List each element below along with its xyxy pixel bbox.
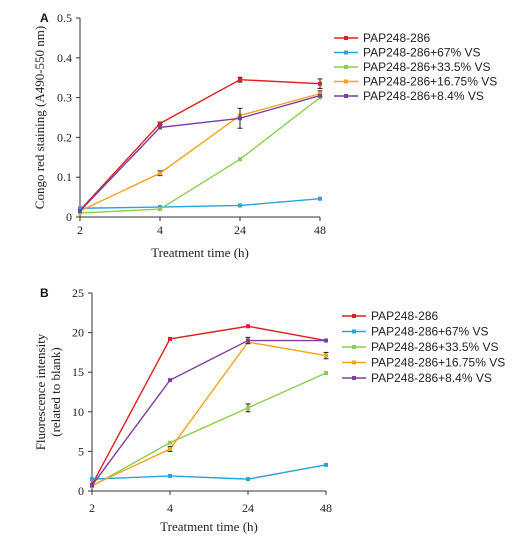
data-point — [324, 338, 328, 343]
legend-marker — [344, 50, 348, 55]
y-tick-label: 25 — [72, 286, 84, 300]
data-point — [324, 353, 328, 358]
panel-label: A — [40, 11, 49, 25]
data-point — [318, 93, 322, 98]
x-tick-label: 24 — [242, 501, 254, 515]
data-point — [158, 125, 162, 130]
legend-marker — [344, 36, 348, 40]
series-line — [79, 97, 321, 214]
data-point — [246, 477, 250, 482]
legend-label: PAP248-286+16.75% VS — [363, 75, 497, 89]
data-point — [90, 477, 94, 482]
y-tick-label: 0.5 — [57, 11, 72, 25]
legend-marker — [352, 345, 356, 349]
y-tick-label: 10 — [72, 405, 84, 419]
legend-label: PAP248-286+33.5% VS — [371, 340, 499, 354]
x-axis-title: Treatment time (h) — [160, 519, 258, 534]
series-line — [91, 339, 326, 486]
x-tick-label: 4 — [167, 501, 173, 515]
series-4: PAP248-286+8.4% VS — [78, 89, 484, 214]
series-line — [79, 78, 321, 211]
legend-marker — [344, 94, 348, 98]
data-point — [168, 336, 172, 341]
series-line — [79, 92, 321, 212]
data-point — [246, 405, 250, 410]
data-point — [238, 203, 242, 208]
data-point — [168, 378, 172, 383]
data-point — [318, 81, 322, 86]
x-axis-title: Treatment time (h) — [151, 245, 249, 260]
legend-label: PAP248-286+8.4% VS — [363, 89, 484, 103]
series-0: PAP248-286 — [90, 309, 438, 487]
x-tick-label: 24 — [234, 223, 246, 237]
series-1: PAP248-286+67% VS — [78, 46, 481, 211]
data-point — [238, 116, 242, 121]
data-point — [158, 121, 162, 126]
legend-marker — [352, 360, 356, 365]
y-tick-label: 5 — [78, 444, 84, 458]
data-point — [168, 440, 172, 445]
legend-marker — [352, 314, 356, 318]
series-3: PAP248-286+16.75% VS — [90, 340, 505, 488]
legend-label: PAP248-286+67% VS — [363, 46, 481, 60]
x-tick-label: 2 — [77, 223, 83, 237]
legend-label: PAP248-286 — [371, 309, 438, 323]
x-tick-label: 48 — [314, 223, 326, 237]
y-tick-label: 15 — [72, 365, 84, 379]
y-axis-title: (related to blank) — [48, 347, 63, 437]
data-point — [158, 171, 162, 176]
data-point — [78, 209, 82, 214]
data-point — [168, 447, 172, 452]
x-tick-label: 48 — [320, 501, 332, 515]
legend-label: PAP248-286+33.5% VS — [363, 60, 491, 74]
data-point — [324, 370, 328, 375]
y-tick-label: 0 — [78, 484, 84, 498]
legend-marker — [344, 65, 348, 69]
data-point — [246, 338, 250, 343]
panel-label: B — [40, 286, 49, 300]
legend-marker — [344, 79, 348, 84]
series-0: PAP248-286 — [78, 31, 430, 213]
data-point — [246, 324, 250, 329]
legend-label: PAP248-286+8.4% VS — [371, 371, 492, 385]
legend-label: PAP248-286+67% VS — [371, 325, 489, 339]
series-line — [91, 341, 327, 487]
legend-label: PAP248-286+16.75% VS — [371, 356, 505, 370]
series-line — [79, 197, 321, 209]
series-2: PAP248-286+33.5% VS — [78, 60, 491, 216]
data-point — [158, 207, 162, 212]
legend-label: PAP248-286 — [363, 31, 430, 45]
legend-marker — [352, 329, 356, 334]
x-tick-label: 2 — [89, 501, 95, 515]
series-4: PAP248-286+8.4% VS — [90, 336, 492, 488]
y-tick-label: 0.3 — [57, 91, 72, 105]
x-tick-label: 4 — [157, 223, 163, 237]
y-tick-label: 0.2 — [57, 130, 72, 144]
y-tick-label: 0.4 — [57, 51, 72, 65]
series-3: PAP248-286+16.75% VS — [78, 75, 497, 214]
series-line — [91, 325, 327, 485]
legend-marker — [352, 376, 356, 380]
data-point — [238, 157, 242, 162]
series-line — [91, 372, 327, 487]
series-line — [79, 94, 321, 212]
y-tick-label: 0 — [66, 210, 72, 224]
data-point — [318, 196, 322, 201]
data-point — [78, 206, 82, 211]
y-tick-label: 20 — [72, 326, 84, 340]
series-line — [91, 464, 327, 480]
y-axis-title: Fluorescence intensity — [33, 333, 48, 450]
data-point — [238, 77, 242, 82]
series-1: PAP248-286+67% VS — [90, 325, 489, 482]
data-point — [168, 473, 172, 478]
y-axis-title: Congo red staining (A490-550 nm) — [32, 26, 47, 209]
data-point — [324, 462, 328, 467]
y-tick-label: 0.1 — [57, 170, 72, 184]
data-point — [90, 483, 94, 488]
